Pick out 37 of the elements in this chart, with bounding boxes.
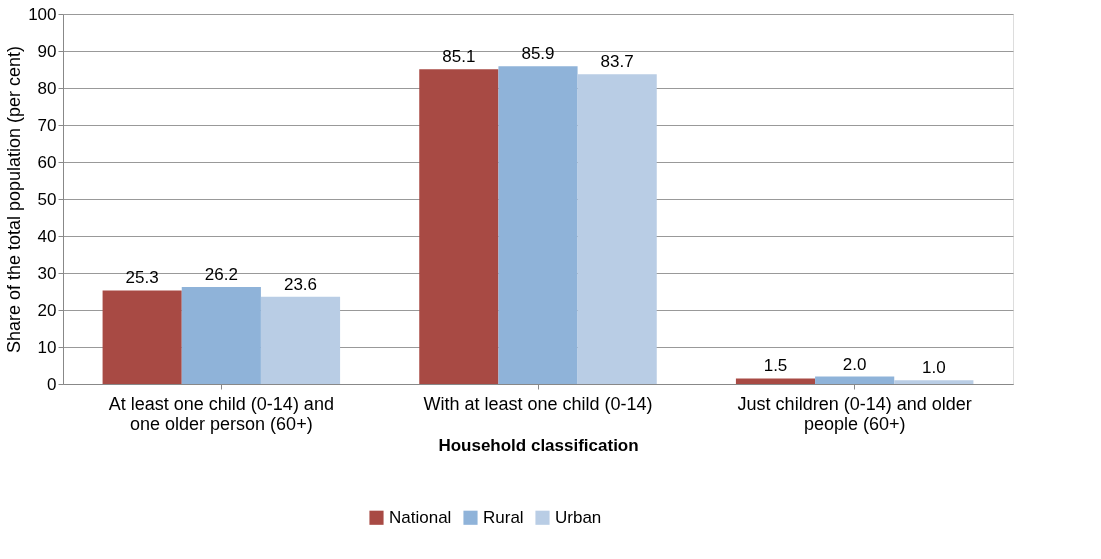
y-tick-label: 90 bbox=[37, 41, 57, 61]
data-label: 85.9 bbox=[521, 44, 555, 64]
y-tick-label: 60 bbox=[37, 152, 57, 172]
y-tick-label: 70 bbox=[37, 115, 57, 135]
bar bbox=[735, 378, 816, 384]
x-tick-label: With at least one child (0-14) bbox=[423, 393, 653, 414]
bar bbox=[577, 74, 657, 384]
y-tick-label: 100 bbox=[28, 4, 57, 24]
data-label: 1.5 bbox=[763, 356, 788, 376]
y-tick-label: 50 bbox=[37, 189, 57, 209]
x-tick-label: At least one child (0-14) and one older person (60+) bbox=[108, 393, 334, 434]
bar bbox=[894, 380, 974, 384]
data-label: 2.0 bbox=[842, 354, 867, 374]
data-label: 23.6 bbox=[283, 274, 318, 294]
data-label: 85.1 bbox=[442, 47, 476, 67]
data-label: 1.0 bbox=[922, 358, 946, 378]
y-tick-label: 0 bbox=[47, 374, 57, 394]
y-axis-title: Share of the total population (per cent) bbox=[4, 45, 25, 354]
x-axis-title: Household classification bbox=[438, 435, 639, 455]
legend-label: Urban bbox=[555, 507, 602, 527]
y-tick-label: 30 bbox=[37, 263, 57, 283]
bar bbox=[498, 66, 578, 384]
y-tick-label: 40 bbox=[37, 226, 57, 246]
bar bbox=[181, 287, 261, 384]
bar bbox=[102, 290, 182, 384]
y-tick-label: 80 bbox=[37, 78, 57, 98]
data-label: 83.7 bbox=[600, 52, 634, 72]
legend-label: Rural bbox=[483, 507, 524, 527]
bar bbox=[419, 69, 499, 384]
data-label: 26.2 bbox=[204, 265, 238, 285]
legend-label: National bbox=[389, 507, 452, 527]
y-tick-label: 10 bbox=[37, 337, 57, 357]
bar bbox=[815, 376, 895, 384]
y-tick-label: 20 bbox=[37, 300, 57, 320]
x-tick-label: Just children (0-14) and older people (60+) bbox=[737, 393, 972, 434]
data-label: 25.3 bbox=[125, 268, 159, 288]
bar bbox=[260, 296, 341, 384]
